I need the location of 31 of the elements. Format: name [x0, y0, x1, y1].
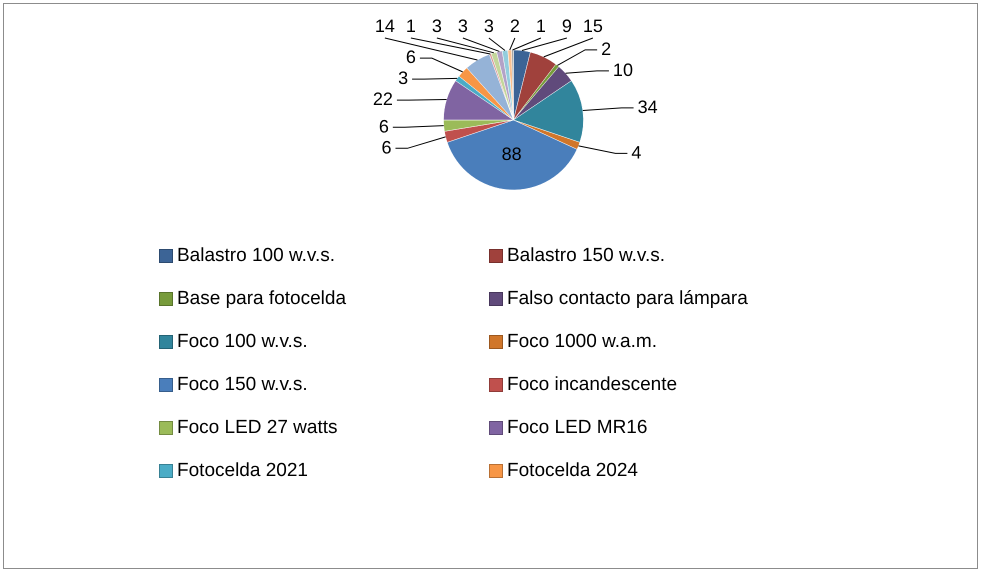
legend-label: Foco incandescente — [507, 374, 678, 396]
data-label: 14 — [374, 16, 395, 36]
legend-label: Foco 100 w.v.s. — [177, 331, 308, 353]
legend-label: Foco LED 27 watts — [177, 417, 338, 439]
data-label: 2 — [601, 38, 612, 59]
legend-label: Foco LED MR16 — [507, 417, 648, 439]
data-label: 22 — [372, 89, 393, 110]
legend-label: Balastro 100 w.v.s. — [177, 245, 336, 267]
data-label: 3 — [484, 16, 494, 36]
legend-label: Falso contacto para lámpara — [507, 288, 748, 310]
data-label: 10 — [612, 60, 633, 80]
data-label: 1 — [536, 16, 546, 36]
data-label: 34 — [638, 96, 658, 117]
data-label: 6 — [381, 137, 392, 158]
data-label: 15 — [582, 16, 603, 36]
data-label: 6 — [378, 116, 389, 136]
data-label: 88 — [502, 144, 522, 164]
data-label: 1 — [406, 16, 416, 36]
legend-label: Fotocelda 2024 — [507, 460, 638, 482]
data-label: 3 — [458, 16, 468, 36]
legend-label: Base para fotocelda — [177, 288, 346, 310]
data-label: 3 — [398, 68, 408, 88]
data-label: 3 — [432, 16, 442, 36]
data-label: 4 — [631, 142, 642, 162]
data-label: 6 — [406, 47, 416, 68]
legend-label: Fotocelda 2021 — [177, 460, 308, 482]
data-label: 9 — [562, 16, 572, 36]
legend-label: Foco 1000 w.a.m. — [507, 331, 657, 353]
legend-label: Foco 150 w.v.s. — [177, 374, 308, 396]
legend-label: Balastro 150 w.v.s. — [507, 245, 666, 267]
data-label: 2 — [510, 16, 520, 36]
